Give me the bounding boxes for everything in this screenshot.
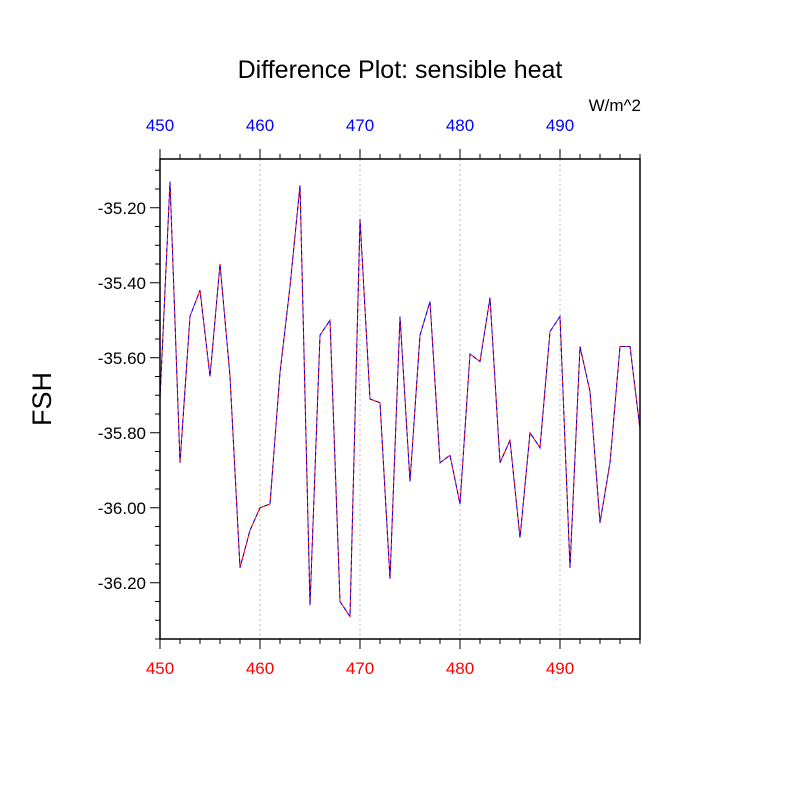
axis-ticks (150, 149, 641, 649)
x-tick-label-top: 470 (346, 116, 374, 135)
series-line-1 (159, 181, 641, 619)
plot-frame (159, 158, 641, 640)
tick-labels: 450 460 470 480 490 450 460 470 480 490 -35.20 -35.… (98, 116, 574, 678)
units-label: W/m^2 (589, 96, 641, 115)
x-tick-label-bottom: 470 (346, 659, 374, 678)
y-tick-label: -35.60 (98, 349, 146, 368)
x-tick-label-bottom: 460 (246, 659, 274, 678)
y-tick-label: -35.20 (98, 199, 146, 218)
x-tick-label-top: 490 (546, 116, 574, 135)
x-tick-label-top: 460 (246, 116, 274, 135)
y-tick-label: -35.80 (98, 424, 146, 443)
grid-lines (259, 159, 561, 639)
x-tick-label-bottom: 450 (146, 659, 174, 678)
series-lines (159, 181, 641, 619)
y-tick-label: -36.00 (98, 499, 146, 518)
x-tick-label-top: 480 (446, 116, 474, 135)
y-axis-label: FSH (27, 372, 57, 426)
x-tick-label-bottom: 480 (446, 659, 474, 678)
plot-border (159, 158, 641, 640)
y-tick-label: -36.20 (98, 574, 146, 593)
x-tick-label-top: 450 (146, 116, 174, 135)
x-tick-label-bottom: 490 (546, 659, 574, 678)
series-line-2 (159, 181, 641, 619)
chart-title: Difference Plot: sensible heat (238, 56, 563, 84)
y-tick-label: -35.40 (98, 274, 146, 293)
